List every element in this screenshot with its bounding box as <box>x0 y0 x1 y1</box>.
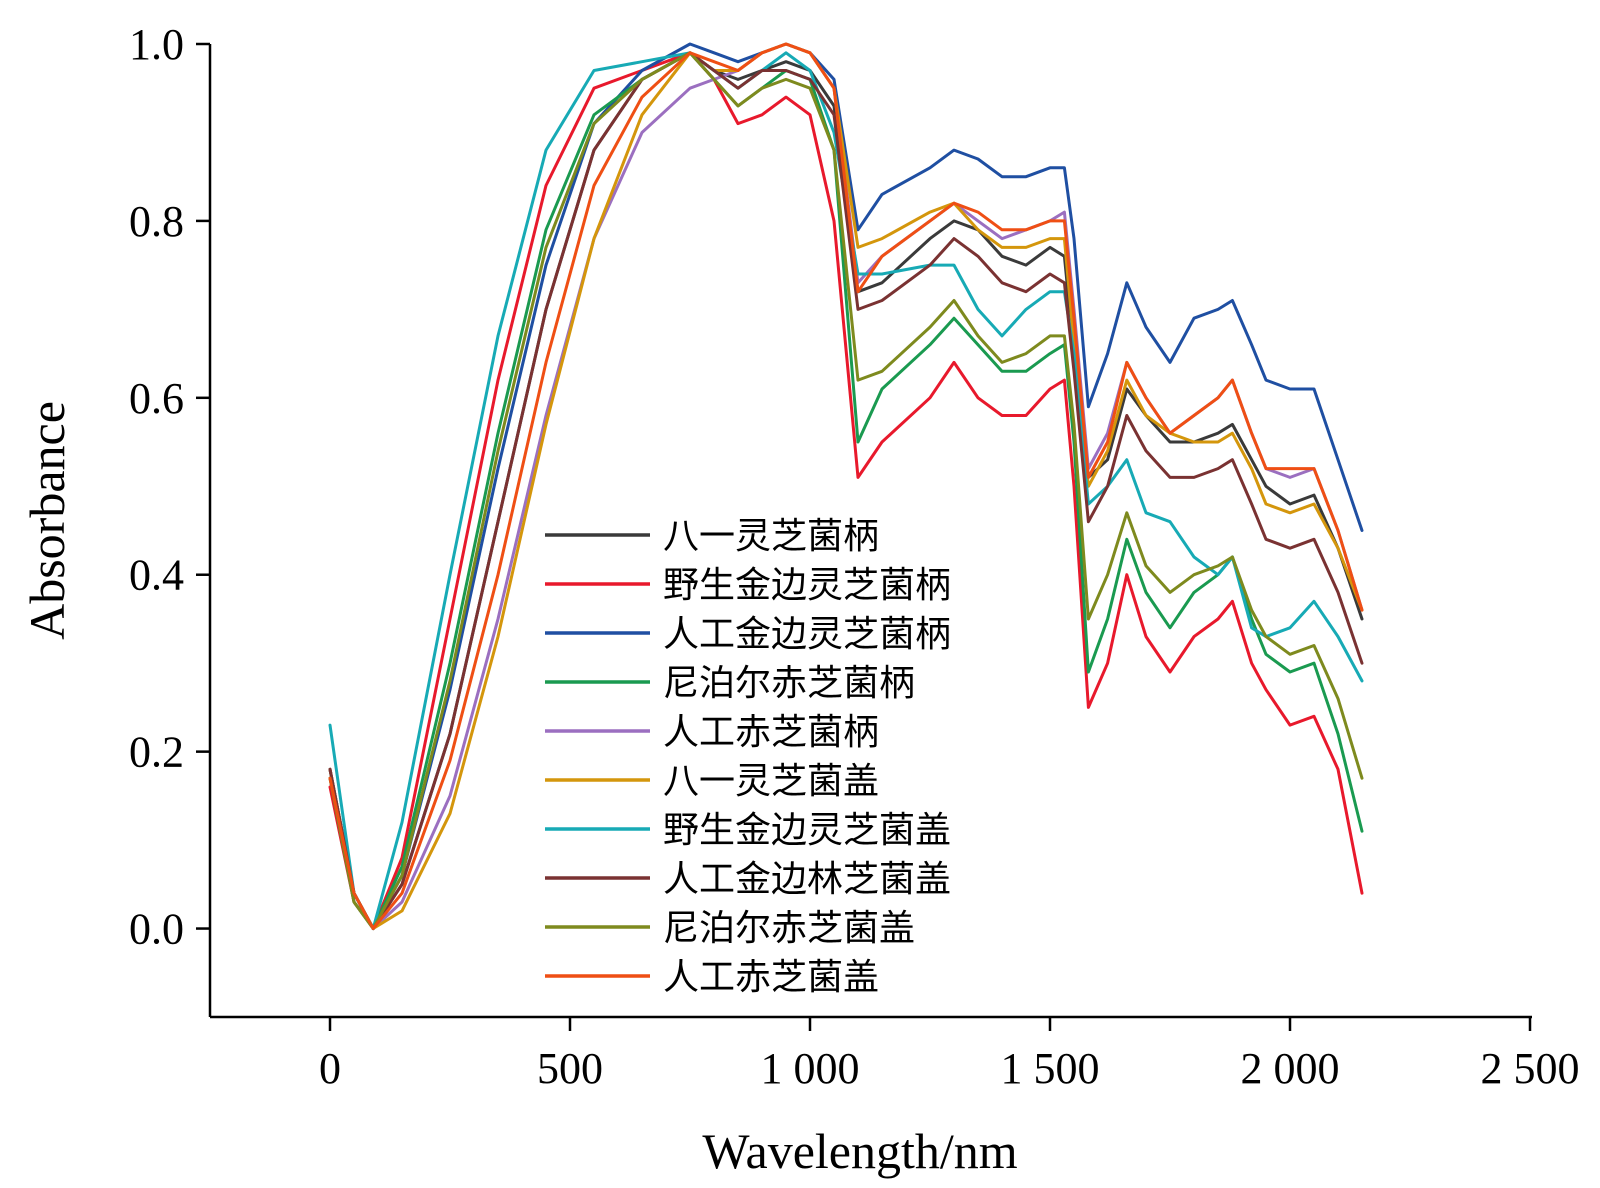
x-tick-label: 500 <box>537 1044 603 1093</box>
x-tick-label: 1 500 <box>1001 1044 1100 1093</box>
series-line-6 <box>328 42 1364 930</box>
legend-label: 野生金边灵芝菌柄 <box>663 565 951 606</box>
axes <box>208 44 1532 1019</box>
series-line-10 <box>328 42 1364 930</box>
legend-label: 八一灵芝菌柄 <box>663 516 879 557</box>
x-tick-label: 1 000 <box>761 1044 860 1093</box>
legend-label: 人工赤芝菌柄 <box>663 712 879 753</box>
series-line-8 <box>328 51 1364 930</box>
y-tick-label: 0.8 <box>129 197 184 246</box>
series-layer <box>328 42 1364 930</box>
x-tick-label: 2 000 <box>1241 1044 1340 1093</box>
legend-label: 尼泊尔赤芝菌柄 <box>663 663 915 704</box>
series-line-2 <box>328 51 1364 930</box>
x-tick-label: 2 500 <box>1481 1044 1580 1093</box>
y-tick-label: 1.0 <box>129 20 184 69</box>
legend-label: 人工金边灵芝菌柄 <box>663 614 951 655</box>
legend: 八一灵芝菌柄野生金边灵芝菌柄人工金边灵芝菌柄尼泊尔赤芝菌柄人工赤芝菌柄八一灵芝菌… <box>545 516 951 998</box>
legend-label: 野生金边灵芝菌盖 <box>663 810 951 851</box>
series-line-9 <box>328 51 1364 930</box>
legend-label: 八一灵芝菌盖 <box>663 761 879 802</box>
y-tick-label: 0.2 <box>129 728 184 777</box>
y-tick-label: 0.6 <box>129 374 184 423</box>
ticks: 0.0 0.2 0.4 0.6 0.8 1.0 0 500 1 000 1 500 2 000 2 5… <box>129 20 1580 1093</box>
series-line-7 <box>328 51 1364 930</box>
series-line-3 <box>328 42 1364 930</box>
x-tick-label: 0 <box>319 1044 341 1093</box>
legend-label: 尼泊尔赤芝菌盖 <box>663 908 915 949</box>
y-tick-label: 0.4 <box>129 551 184 600</box>
x-axis-title: Wavelength/nm <box>702 1123 1017 1179</box>
y-axis-title: Absorbance <box>19 401 75 640</box>
y-tick-label: 0.0 <box>129 905 184 954</box>
legend-label: 人工金边林芝菌盖 <box>663 859 951 900</box>
legend-label: 人工赤芝菌盖 <box>663 957 879 998</box>
